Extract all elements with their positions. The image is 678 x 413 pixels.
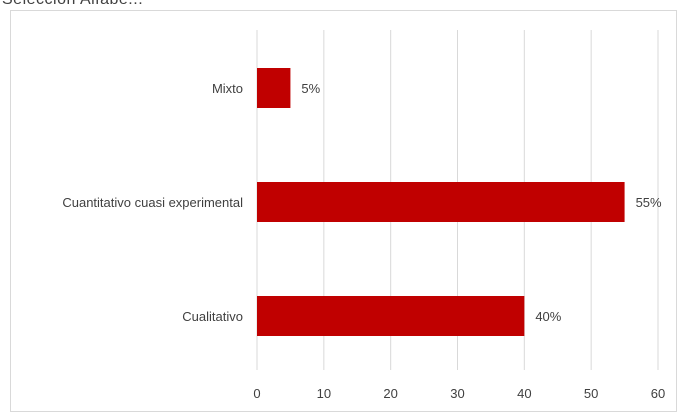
x-tick-label: 50 bbox=[584, 386, 598, 401]
x-tick-label: 60 bbox=[651, 386, 665, 401]
category-label: Mixto bbox=[212, 81, 243, 96]
bar-3 bbox=[257, 296, 525, 336]
data-label: 5% bbox=[301, 81, 320, 96]
data-label: 40% bbox=[535, 309, 561, 324]
x-tick-label: 20 bbox=[383, 386, 397, 401]
category-label: Cuantitativo cuasi experimental bbox=[62, 195, 243, 210]
bar-1 bbox=[257, 68, 291, 108]
x-tick-label: 30 bbox=[450, 386, 464, 401]
cropped-heading-text: Selección Alfabé... bbox=[2, 0, 143, 9]
data-label: 55% bbox=[636, 195, 662, 210]
category-label: Cualitativo bbox=[182, 309, 243, 324]
x-tick-label: 40 bbox=[517, 386, 531, 401]
x-tick-label: 10 bbox=[317, 386, 331, 401]
bar-2 bbox=[257, 182, 625, 222]
x-tick-label: 0 bbox=[253, 386, 260, 401]
